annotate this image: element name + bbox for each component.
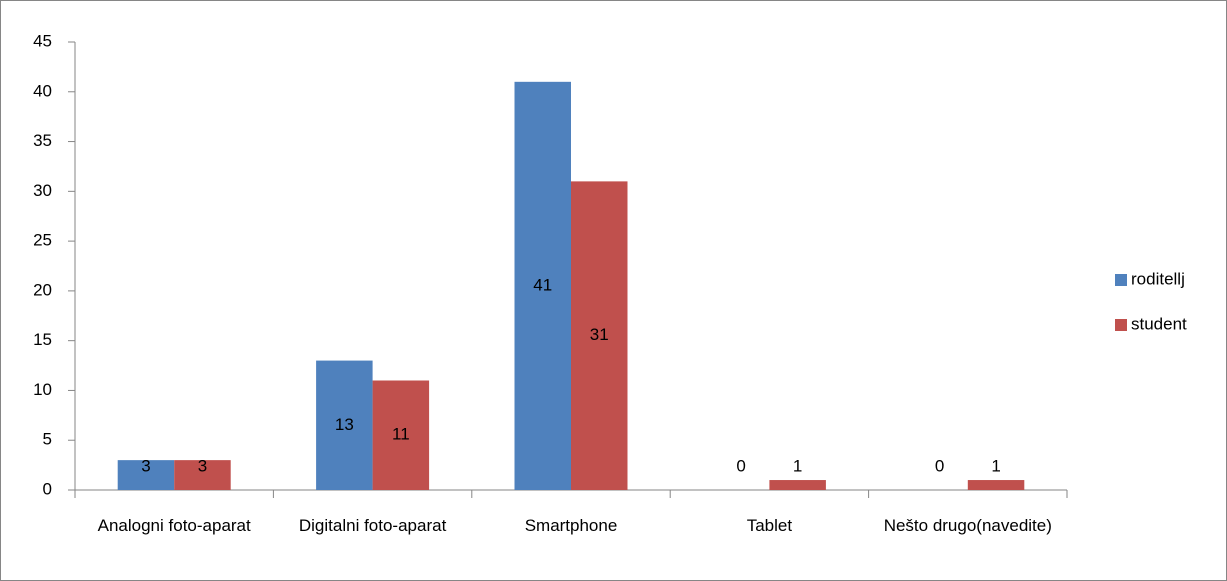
- y-tick-label: 30: [33, 181, 52, 200]
- y-tick-label: 40: [33, 81, 52, 100]
- y-tick-label: 15: [33, 330, 52, 349]
- data-label: 41: [533, 275, 552, 294]
- y-tick-label: 35: [33, 131, 52, 150]
- y-tick-label: 20: [33, 280, 52, 299]
- data-label: 31: [590, 325, 609, 344]
- legend-label: roditellj: [1131, 269, 1185, 288]
- data-label: 3: [198, 456, 207, 475]
- bar: [514, 81, 571, 491]
- x-tick-label: Nešto drugo(navedite): [883, 516, 1052, 535]
- bar: [967, 480, 1025, 490]
- data-label: 1: [991, 456, 1000, 475]
- x-tick-label: Analogni foto-aparat: [97, 516, 251, 535]
- bar: [117, 460, 175, 490]
- data-label: 1: [793, 456, 802, 475]
- x-tick-label: Smartphone: [524, 516, 618, 535]
- bar: [316, 360, 373, 490]
- legend-label: student: [1131, 314, 1187, 333]
- y-tick-label: 10: [33, 380, 52, 399]
- bar: [571, 181, 628, 490]
- x-tick-label: Tablet: [746, 516, 793, 535]
- legend-swatch: [1115, 274, 1127, 286]
- y-tick-label: 0: [43, 479, 52, 498]
- data-label: 3: [141, 456, 150, 475]
- bar: [769, 480, 826, 490]
- legend-swatch: [1115, 319, 1127, 331]
- bar: [174, 460, 231, 490]
- y-tick-label: 45: [33, 31, 52, 50]
- data-label: 11: [392, 425, 410, 444]
- y-tick-label: 5: [43, 430, 52, 449]
- bar: [372, 380, 430, 490]
- y-tick-label: 25: [33, 231, 52, 250]
- data-label: 0: [935, 456, 944, 475]
- data-label: 0: [736, 456, 745, 475]
- x-tick-label: Digitalni foto-aparat: [298, 516, 447, 535]
- data-label: 13: [335, 415, 354, 434]
